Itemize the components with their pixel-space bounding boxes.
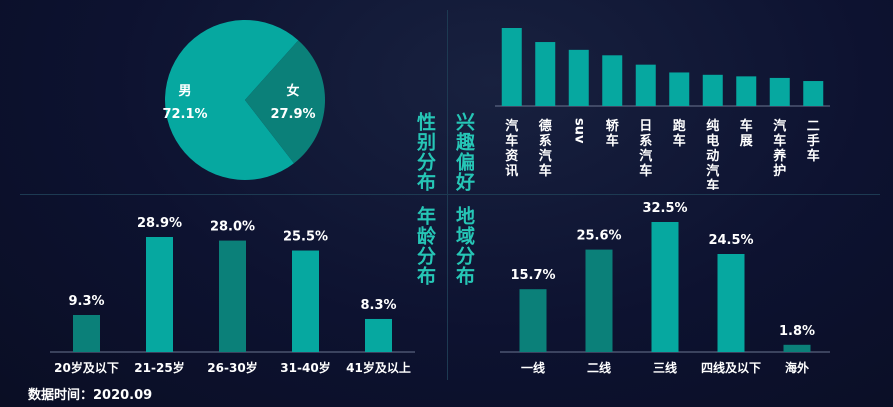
x-tick-char: 系 — [639, 133, 652, 149]
x-tick-char: 汽 — [539, 148, 552, 164]
x-tick-char: 汽 — [773, 118, 786, 134]
bar-车展 — [736, 76, 757, 106]
gender-title: 性别分布 — [414, 112, 436, 192]
x-tick-char: 德 — [539, 118, 552, 134]
x-tick-char: 养 — [772, 148, 787, 164]
bar-20岁及以下 — [73, 314, 100, 352]
bar-日系汽车 — [635, 64, 656, 106]
divider-horizontal — [20, 194, 880, 195]
region-title: 地域分布 — [453, 206, 475, 286]
bar-21-25岁 — [146, 237, 173, 352]
age-title: 年龄分布 — [414, 206, 436, 286]
bar-三线 — [651, 222, 679, 352]
bar-value-label: 28.9% — [137, 216, 182, 231]
bar-value-label: 25.6% — [576, 229, 621, 244]
bar-跑车 — [669, 72, 690, 106]
x-tick-char: 车 — [773, 133, 786, 149]
bar-value-label: 1.8% — [779, 324, 815, 339]
x-tick-label: 21-25岁 — [134, 360, 184, 375]
x-tick-char: 展 — [740, 134, 754, 149]
x-tick-label: 26-30岁 — [207, 360, 257, 375]
age-bar-chart: 9.3% 20岁及以下 28.9% 21-25岁 28.0% 26-30岁 25.5% 31-… — [50, 216, 415, 375]
x-tick-label: 20岁及以下 — [54, 360, 119, 375]
bar-value-label: 8.3% — [360, 298, 396, 313]
x-tick-char: 系 — [539, 133, 552, 149]
x-tick-char: 跑 — [673, 118, 686, 134]
x-tick-char: 车 — [706, 178, 719, 190]
x-tick-char: 纯 — [706, 118, 719, 134]
x-tick-char: 资 — [505, 148, 518, 164]
data-time: 数据时间：2020.09 — [28, 388, 153, 403]
x-tick-label: 一线 — [521, 360, 545, 375]
bar-value-label: 24.5% — [708, 233, 753, 248]
pie-value-label: 27.9% — [270, 107, 315, 122]
bar-四线及以下 — [717, 254, 745, 352]
bar-汽车养护 — [769, 77, 790, 106]
bar-26-30岁 — [219, 240, 246, 352]
x-tick-label: 跑车 — [673, 118, 686, 149]
bar-value-label: 9.3% — [68, 294, 104, 309]
x-tick-char: 轿 — [606, 118, 620, 134]
x-tick-label: 31-40岁 — [280, 360, 330, 375]
x-tick-char: 车 — [505, 133, 518, 149]
x-tick-char: 汽 — [639, 148, 652, 164]
bar-value-label: 32.5% — [642, 201, 687, 216]
x-tick-char: 车 — [539, 163, 552, 179]
bar-一线 — [519, 289, 547, 352]
x-tick-char: 汽 — [706, 163, 719, 179]
pie-value-label: 72.1% — [162, 107, 207, 122]
x-tick-char: 车 — [639, 163, 652, 179]
x-tick-char: 车 — [606, 133, 619, 149]
x-tick-char: 车 — [673, 133, 686, 149]
x-tick-label: 三线 — [653, 360, 677, 375]
pie-slice-女 — [245, 40, 325, 164]
interest-title: 兴趣偏好 — [453, 112, 475, 192]
bar-德系汽车 — [535, 42, 556, 106]
bar-41岁及以上 — [365, 318, 392, 352]
x-tick-char: 电 — [706, 133, 719, 149]
x-tick-label: 二线 — [587, 360, 611, 375]
bar-二线 — [585, 249, 613, 352]
bar-value-label: 15.7% — [510, 268, 555, 283]
x-tick-label: 41岁及以上 — [346, 360, 411, 375]
bar-31-40岁 — [292, 250, 319, 352]
bar-纯电动汽车 — [702, 74, 723, 106]
pie-label: 女 — [286, 83, 299, 99]
pie-label: 男 — [178, 84, 191, 99]
x-tick-label: 二手车 — [807, 119, 820, 164]
x-tick-label: 车展 — [740, 118, 754, 149]
x-tick-char: 汽 — [505, 118, 518, 134]
x-tick-char: 车 — [807, 148, 820, 164]
x-tick-label: 海外 — [785, 360, 809, 375]
bar-value-label: 28.0% — [210, 220, 255, 235]
divider-vertical — [447, 10, 448, 380]
x-tick-char: 二 — [807, 119, 820, 134]
x-tick-char: 手 — [807, 133, 820, 149]
pie-slice-男 — [165, 19, 299, 180]
x-tick-label: 四线及以下 — [701, 360, 761, 375]
x-tick-char: 动 — [706, 149, 719, 164]
x-tick-char: 日 — [639, 119, 652, 134]
x-tick-char: 车 — [740, 118, 753, 134]
x-tick-label: 轿车 — [606, 118, 620, 149]
bar-海外 — [783, 344, 811, 352]
region-bar-chart: 15.7% 一线 25.6% 二线 32.5% 三线 24.5% 四线及以下 1.8% 海外 — [500, 201, 830, 375]
bar-value-label: 25.5% — [283, 230, 328, 245]
gender-pie-chart: 男 72.1% 女 27.9% — [162, 19, 325, 180]
x-tick-char: 护 — [773, 163, 786, 179]
x-tick-label: suv — [571, 118, 586, 144]
bar-汽车资讯 — [501, 28, 522, 106]
x-tick-char: 讯 — [505, 164, 518, 179]
bar-suv — [568, 49, 589, 106]
bar-二手车 — [803, 81, 824, 106]
bar-轿车 — [602, 55, 623, 106]
